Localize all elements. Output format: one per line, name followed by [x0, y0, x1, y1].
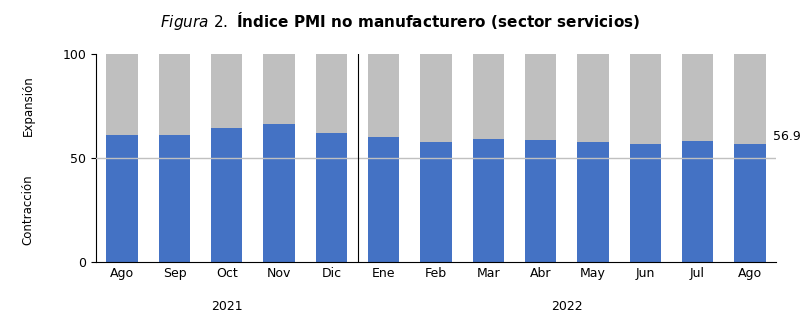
Bar — [316, 133, 347, 262]
Bar — [106, 54, 138, 262]
Bar — [630, 144, 661, 262]
Bar — [578, 54, 609, 262]
Text: Expansión: Expansión — [22, 76, 34, 136]
Bar — [368, 54, 399, 262]
Text: 2021: 2021 — [211, 300, 242, 312]
Bar — [473, 54, 504, 262]
Bar — [473, 139, 504, 262]
Bar — [420, 142, 452, 262]
Bar — [734, 143, 766, 262]
Bar — [316, 54, 347, 262]
Bar — [734, 54, 766, 262]
Bar — [525, 54, 556, 262]
Bar — [158, 135, 190, 262]
Bar — [420, 54, 452, 262]
Text: 2022: 2022 — [551, 300, 582, 312]
Text: Contracción: Contracción — [22, 175, 34, 245]
Bar — [630, 54, 661, 262]
Bar — [263, 124, 294, 262]
Bar — [263, 54, 294, 262]
Bar — [682, 54, 714, 262]
Bar — [211, 54, 242, 262]
Bar — [682, 141, 714, 262]
Bar — [368, 137, 399, 262]
Bar — [106, 135, 138, 262]
Bar — [525, 140, 556, 262]
Bar — [578, 142, 609, 262]
Text: $\mathit{Figura}$ $\mathit{2.}$ Índice PMI no manufacturero (sector servicios): $\mathit{Figura}$ $\mathit{2.}$ Índice P… — [160, 10, 640, 32]
Bar — [211, 128, 242, 262]
Text: 56.9: 56.9 — [774, 129, 800, 142]
Bar — [158, 54, 190, 262]
